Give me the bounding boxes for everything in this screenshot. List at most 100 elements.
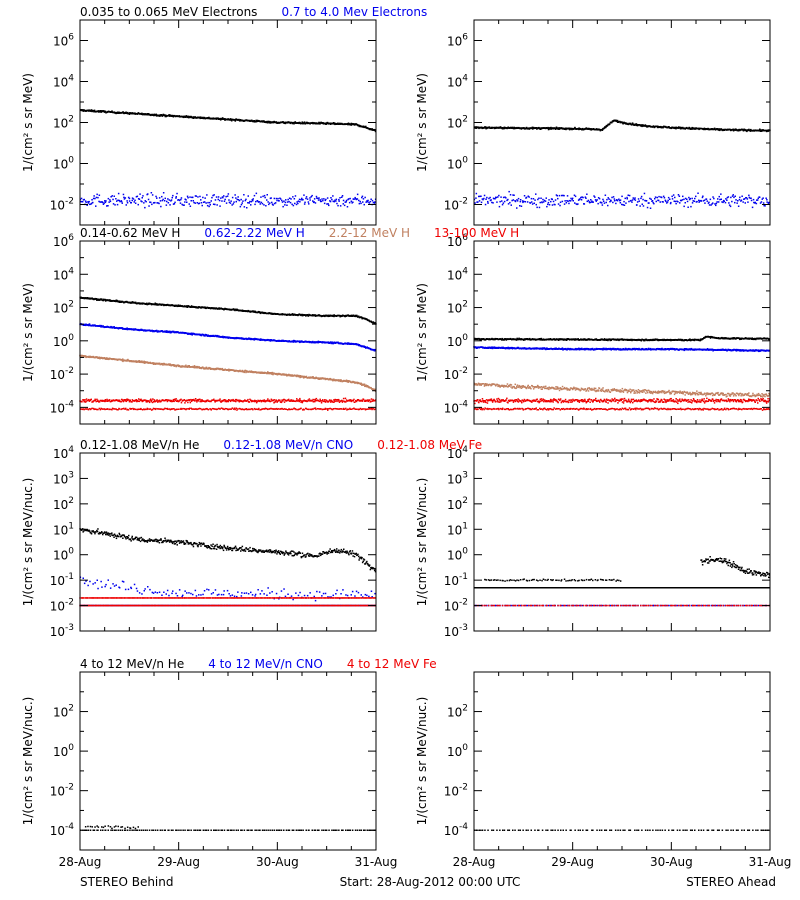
data-point [267,398,269,400]
data-point [365,384,368,387]
data-point [104,201,107,204]
data-point [228,201,231,204]
data-point [486,196,488,199]
data-point [355,399,357,402]
data-point [191,334,193,336]
data-point [515,339,518,341]
data-point [85,398,88,400]
data-point [117,199,119,201]
data-point [514,200,517,203]
data-point [249,408,251,411]
data-point [254,399,256,402]
data-point [364,400,367,402]
data-point [108,400,110,402]
data-point [644,125,646,127]
data-point [136,195,139,198]
data-point [516,199,518,201]
data-point [118,400,120,402]
data-point [303,121,306,123]
data-point [85,400,87,403]
data-point [235,309,238,312]
data-point [765,197,767,199]
data-point [329,342,331,344]
data-point [204,197,206,199]
data-point [311,121,314,124]
data-point [621,203,623,206]
data-point [674,200,677,203]
data-point [679,126,681,129]
data-point [241,408,243,410]
data-point [347,342,349,344]
data-point [219,400,222,402]
data-point [258,201,261,203]
data-point [483,194,486,197]
data-point [173,203,176,205]
data-point [327,315,330,318]
data-point [166,399,168,401]
data-point [334,123,336,126]
data-point [127,358,129,361]
data-point [347,408,350,411]
data-point [636,204,638,206]
data-point [85,408,88,410]
data-point [81,201,84,203]
data-point [279,399,281,401]
data-point [554,199,557,201]
data-point [536,206,538,209]
data-point [184,366,186,368]
data-point [317,377,320,379]
data-point [290,399,293,401]
data-point [324,408,327,410]
data-point [157,408,160,410]
data-point [219,205,221,207]
data-point [190,332,193,335]
data-point [331,341,333,343]
data-point [224,400,226,403]
data-point [261,400,263,402]
data-point [141,360,143,362]
data-point [588,201,590,203]
data-point [677,127,680,129]
data-point [618,198,620,200]
data-point [176,408,178,411]
data-point [130,202,132,204]
data-point [280,408,282,410]
data-point [326,203,328,205]
data-point [291,408,293,411]
data-point [227,399,230,401]
data-point [131,197,134,199]
data-point [173,400,175,403]
data-point [192,200,194,202]
data-point [270,400,272,402]
data-point [361,399,364,402]
data-point [615,202,617,205]
y-tick-exponent: 2 [462,115,468,125]
data-point [534,199,536,201]
data-point [147,362,149,364]
data-point [509,201,511,204]
data-point [760,130,762,132]
data-point [156,202,158,204]
data-point [611,196,613,199]
data-point [489,196,491,199]
data-point [298,198,301,201]
data-point [218,199,221,202]
data-point [175,398,177,400]
data-point [180,198,182,201]
data-point [125,301,127,303]
data-point [95,196,98,199]
data-point [532,198,535,200]
data-point [106,408,109,410]
data-point [197,400,200,402]
data-point [347,381,349,383]
data-point [91,407,93,410]
data-point [213,398,215,401]
data-point [372,201,375,204]
data-point [227,193,230,195]
data-point [114,327,117,329]
data-point [155,407,157,410]
data-point [512,194,514,196]
data-point [728,204,731,206]
data-point [272,373,274,376]
